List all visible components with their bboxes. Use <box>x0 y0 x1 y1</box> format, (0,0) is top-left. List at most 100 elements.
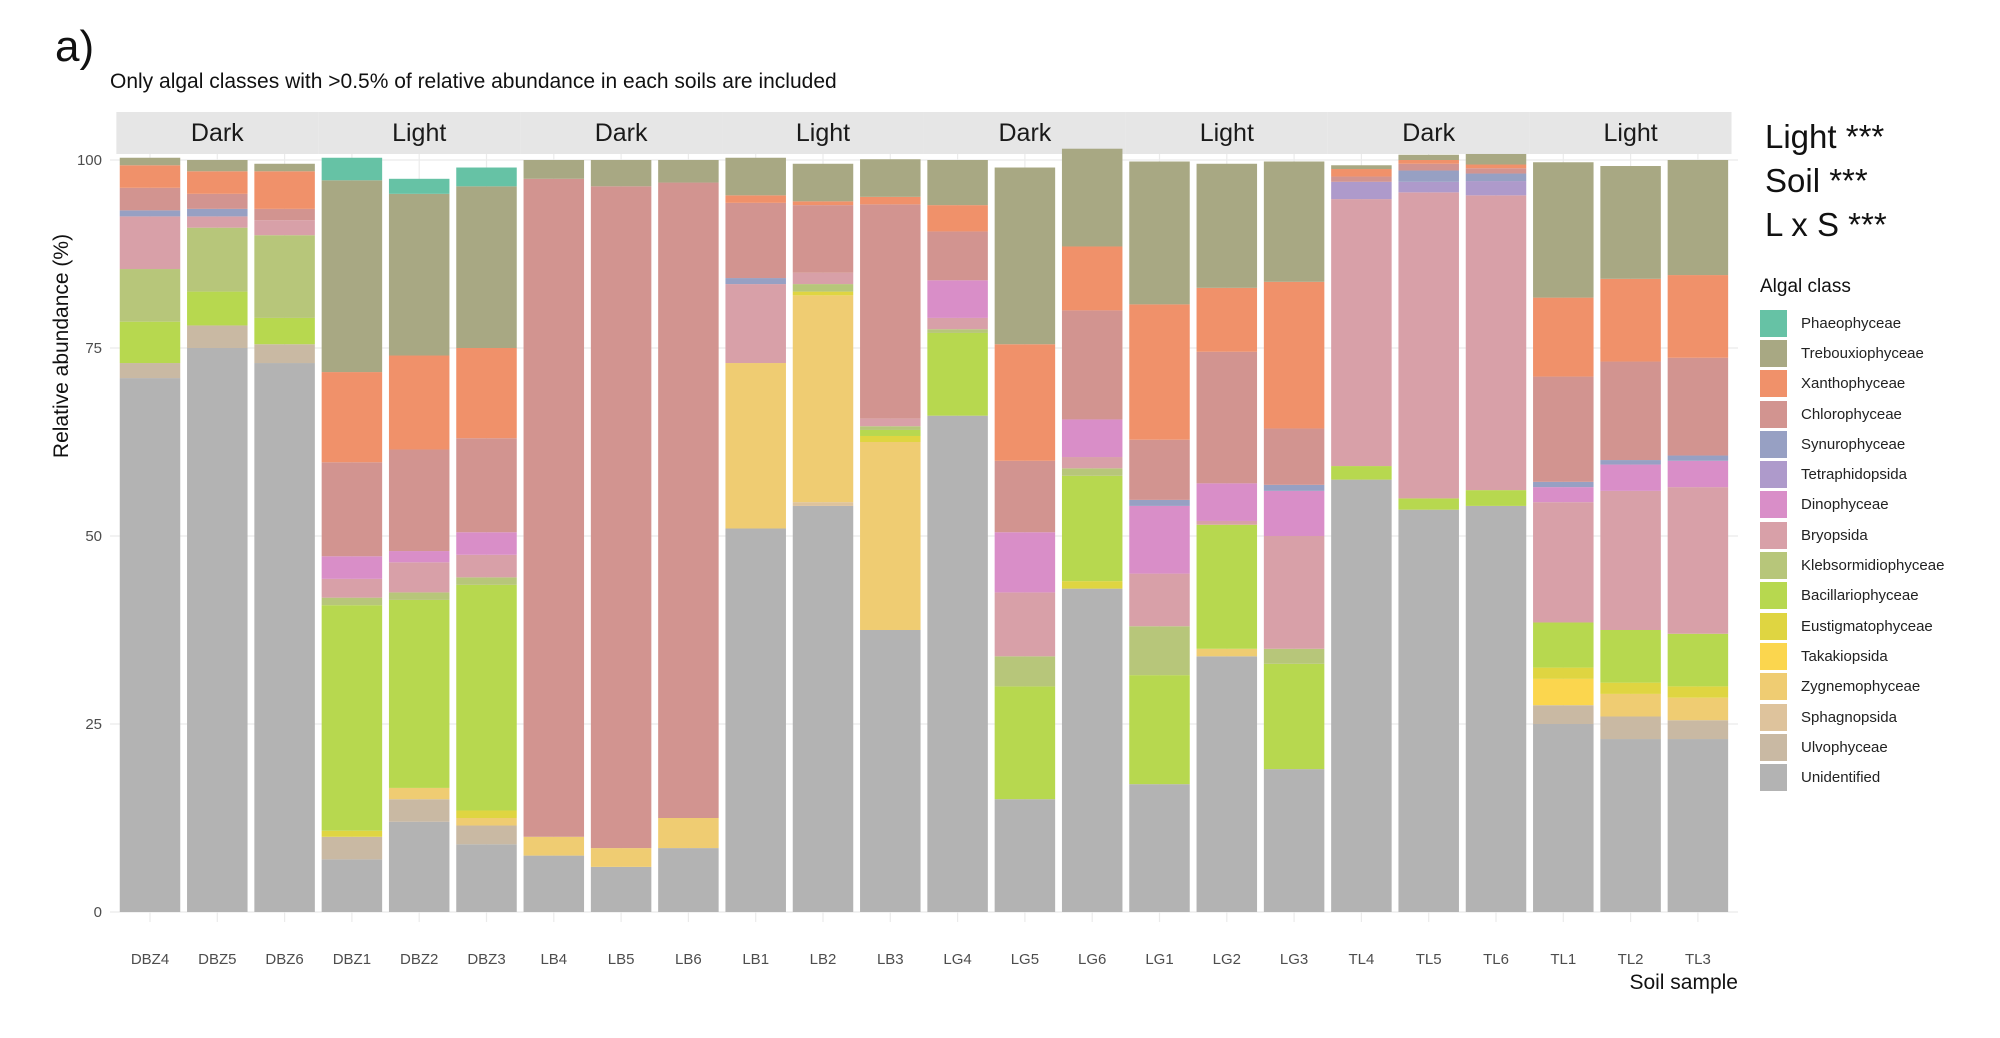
bar-segment <box>1600 630 1661 683</box>
bar-segment <box>1061 475 1123 582</box>
bar-segment <box>1129 573 1190 627</box>
bar-segment <box>1533 481 1594 488</box>
bar-segment <box>658 160 719 183</box>
bar-segment <box>1465 505 1527 912</box>
bar-segment <box>1398 498 1459 510</box>
bar-segment <box>590 186 652 849</box>
legend-swatch <box>1760 612 1787 640</box>
bar-segment <box>321 578 383 598</box>
bar-segment <box>1061 419 1123 458</box>
bar-segment <box>792 505 854 912</box>
legend-item: Sphagnopsida <box>1760 702 1944 732</box>
bar-segment <box>1331 181 1392 200</box>
facet-strip-label: Light <box>796 119 850 147</box>
bar-segment <box>1398 181 1459 193</box>
bar-segment <box>658 182 719 818</box>
bar-segment <box>792 201 854 206</box>
legend-item: Xanthophyceae <box>1760 369 1944 399</box>
bar-segment <box>1061 581 1123 589</box>
bar-segment <box>321 597 383 606</box>
bar-segment <box>792 284 854 292</box>
bar-segment <box>1331 466 1392 480</box>
bar-segment <box>1263 536 1325 649</box>
legend-item: Ulvophyceae <box>1760 732 1944 762</box>
facet-strip-label: Light <box>1200 119 1254 147</box>
legend-label: Eustigmatophyceae <box>1801 617 1933 635</box>
x-tick-label: LB4 <box>540 951 567 968</box>
legend-item: Bryopsida <box>1760 520 1944 550</box>
bar-segment <box>388 599 450 788</box>
legend-swatch <box>1760 461 1787 489</box>
legend-item: Tetraphidopsida <box>1760 459 1944 489</box>
bar-segment <box>1129 499 1190 506</box>
bar-segment <box>1533 705 1594 724</box>
x-tick-label: TL2 <box>1618 951 1644 968</box>
bar-segment <box>792 272 854 285</box>
bar-segment <box>1533 162 1594 298</box>
x-tick-label: LB2 <box>810 951 837 968</box>
bar-segment <box>860 196 921 205</box>
bar-segment <box>1600 166 1661 279</box>
bar-segment <box>1533 667 1594 679</box>
bar-segment <box>1129 675 1190 785</box>
bar-segment <box>1398 170 1459 182</box>
bar-segment <box>860 435 921 442</box>
bar-segment <box>1465 181 1527 196</box>
legend-item: Chlorophyceae <box>1760 399 1944 429</box>
bar-segment <box>590 866 652 912</box>
bar-segment <box>523 836 585 856</box>
facet-strips: Dark Light Dark Light Dark Light Dark Light <box>116 112 1732 154</box>
bar-segment <box>1129 161 1190 305</box>
bar-segment <box>456 818 517 826</box>
facet-strip-label: Light <box>1603 119 1657 147</box>
bar-segment <box>860 159 921 197</box>
bar-segment <box>994 532 1056 593</box>
bar-segment <box>1331 165 1392 170</box>
bar-segment <box>1196 656 1258 912</box>
legend-label: Zygnemophyceae <box>1801 678 1921 696</box>
bar-segment <box>1600 716 1661 740</box>
bar-segment <box>1061 457 1123 469</box>
stat-interaction: L x S *** <box>1765 206 1887 243</box>
legend-swatch <box>1760 642 1787 670</box>
bar-segment <box>523 855 585 912</box>
bar-segment <box>321 836 383 860</box>
bar-segment <box>119 216 181 270</box>
legend-item: Klebsormidiophyceae <box>1760 550 1944 580</box>
bar-segment <box>1263 490 1325 536</box>
bar-segment <box>725 157 786 196</box>
bar-segment <box>927 280 988 318</box>
x-tick-label: TL5 <box>1416 951 1442 968</box>
legend-item: Unidentified <box>1760 762 1944 792</box>
stat-light: Light *** <box>1765 118 1885 155</box>
bar-segment <box>254 317 315 345</box>
bar-segment <box>792 163 854 202</box>
legend-label: Bryopsida <box>1801 526 1868 544</box>
bar-segment <box>792 295 854 503</box>
bar-segment <box>1196 287 1258 352</box>
axes: 0 25 50 75 100 DBZ4 DBZ5 DBZ6 DBZ1 DBZ2 DBZ3 LB4 LB5… <box>50 152 1738 994</box>
bar-segment <box>1533 297 1594 377</box>
bar-segment <box>388 562 450 593</box>
bar-segment <box>254 208 315 221</box>
bar-segment <box>1465 168 1527 174</box>
bar-segment <box>1533 622 1594 668</box>
bar-segment <box>254 235 315 318</box>
bar-segment <box>523 160 585 179</box>
facet-strip <box>116 112 319 154</box>
bar-segment <box>1398 509 1459 912</box>
bar-segment <box>792 291 854 296</box>
legend-swatch <box>1760 733 1787 761</box>
bar-segment <box>927 332 988 416</box>
legend-label: Tetraphidopsida <box>1801 466 1907 484</box>
x-tick-label: LG1 <box>1145 951 1173 968</box>
bar-segment <box>1465 173 1527 182</box>
bar-segment <box>927 317 988 330</box>
bar-segment <box>456 554 517 578</box>
bar-segment <box>388 787 450 800</box>
facet-strip <box>318 112 521 154</box>
bar-segment <box>1263 484 1325 491</box>
bar-segment <box>725 202 786 279</box>
legend-label: Chlorophyceae <box>1801 405 1902 423</box>
bar-segment <box>1600 460 1661 465</box>
